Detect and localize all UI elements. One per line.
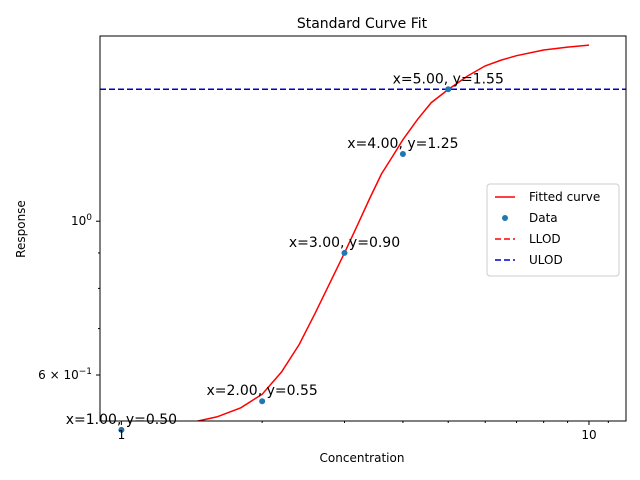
- x-axis-ticks: 1 10: [118, 421, 609, 442]
- chart-title: Standard Curve Fit: [297, 16, 428, 32]
- data-point-2: [259, 398, 266, 405]
- data-point-5: [445, 86, 452, 93]
- legend-label: Fitted curve: [529, 190, 600, 204]
- legend-box: [486, 183, 620, 277]
- x-tick-label: 10: [581, 428, 596, 442]
- x-axis-label: Concentration: [320, 451, 405, 465]
- points-group: [118, 86, 452, 433]
- x-tick-label: 1: [118, 428, 126, 442]
- y-tick-label: 100: [71, 213, 92, 228]
- annotation-label-4: x=4.00, y=1.25: [347, 136, 458, 152]
- y-axis-label: Response: [14, 200, 28, 258]
- legend-label: LLOD: [529, 232, 561, 246]
- curve-group: [194, 44, 590, 421]
- data-point-4: [399, 151, 406, 158]
- hlines-group: [100, 88, 626, 91]
- annotation-label-3: x=3.00, y=0.90: [289, 235, 400, 251]
- data-point-3: [341, 249, 348, 256]
- annotation-label-2: x=2.00, y=0.55: [207, 383, 318, 399]
- y-axis-ticks: 100 6 × 10−1: [38, 213, 100, 382]
- y-tick-label: 6 × 10−1: [38, 367, 92, 382]
- plot-frame: [99, 35, 627, 422]
- data-point-1: [118, 426, 125, 433]
- fitted-curve-line: [194, 44, 590, 421]
- legend-swatch-data: [502, 215, 508, 221]
- annotation-label-1: x=1.00, y=0.50: [66, 412, 177, 428]
- legend-label: Data: [529, 211, 558, 225]
- legend-label: ULOD: [529, 253, 563, 267]
- annotation-label-5: x=5.00, y=1.55: [393, 71, 504, 87]
- annotations-group: x=1.00, y=0.50 x=2.00, y=0.55 x=3.00, y=0.…: [66, 71, 504, 428]
- legend: Fitted curve Data LLOD ULOD: [486, 183, 620, 277]
